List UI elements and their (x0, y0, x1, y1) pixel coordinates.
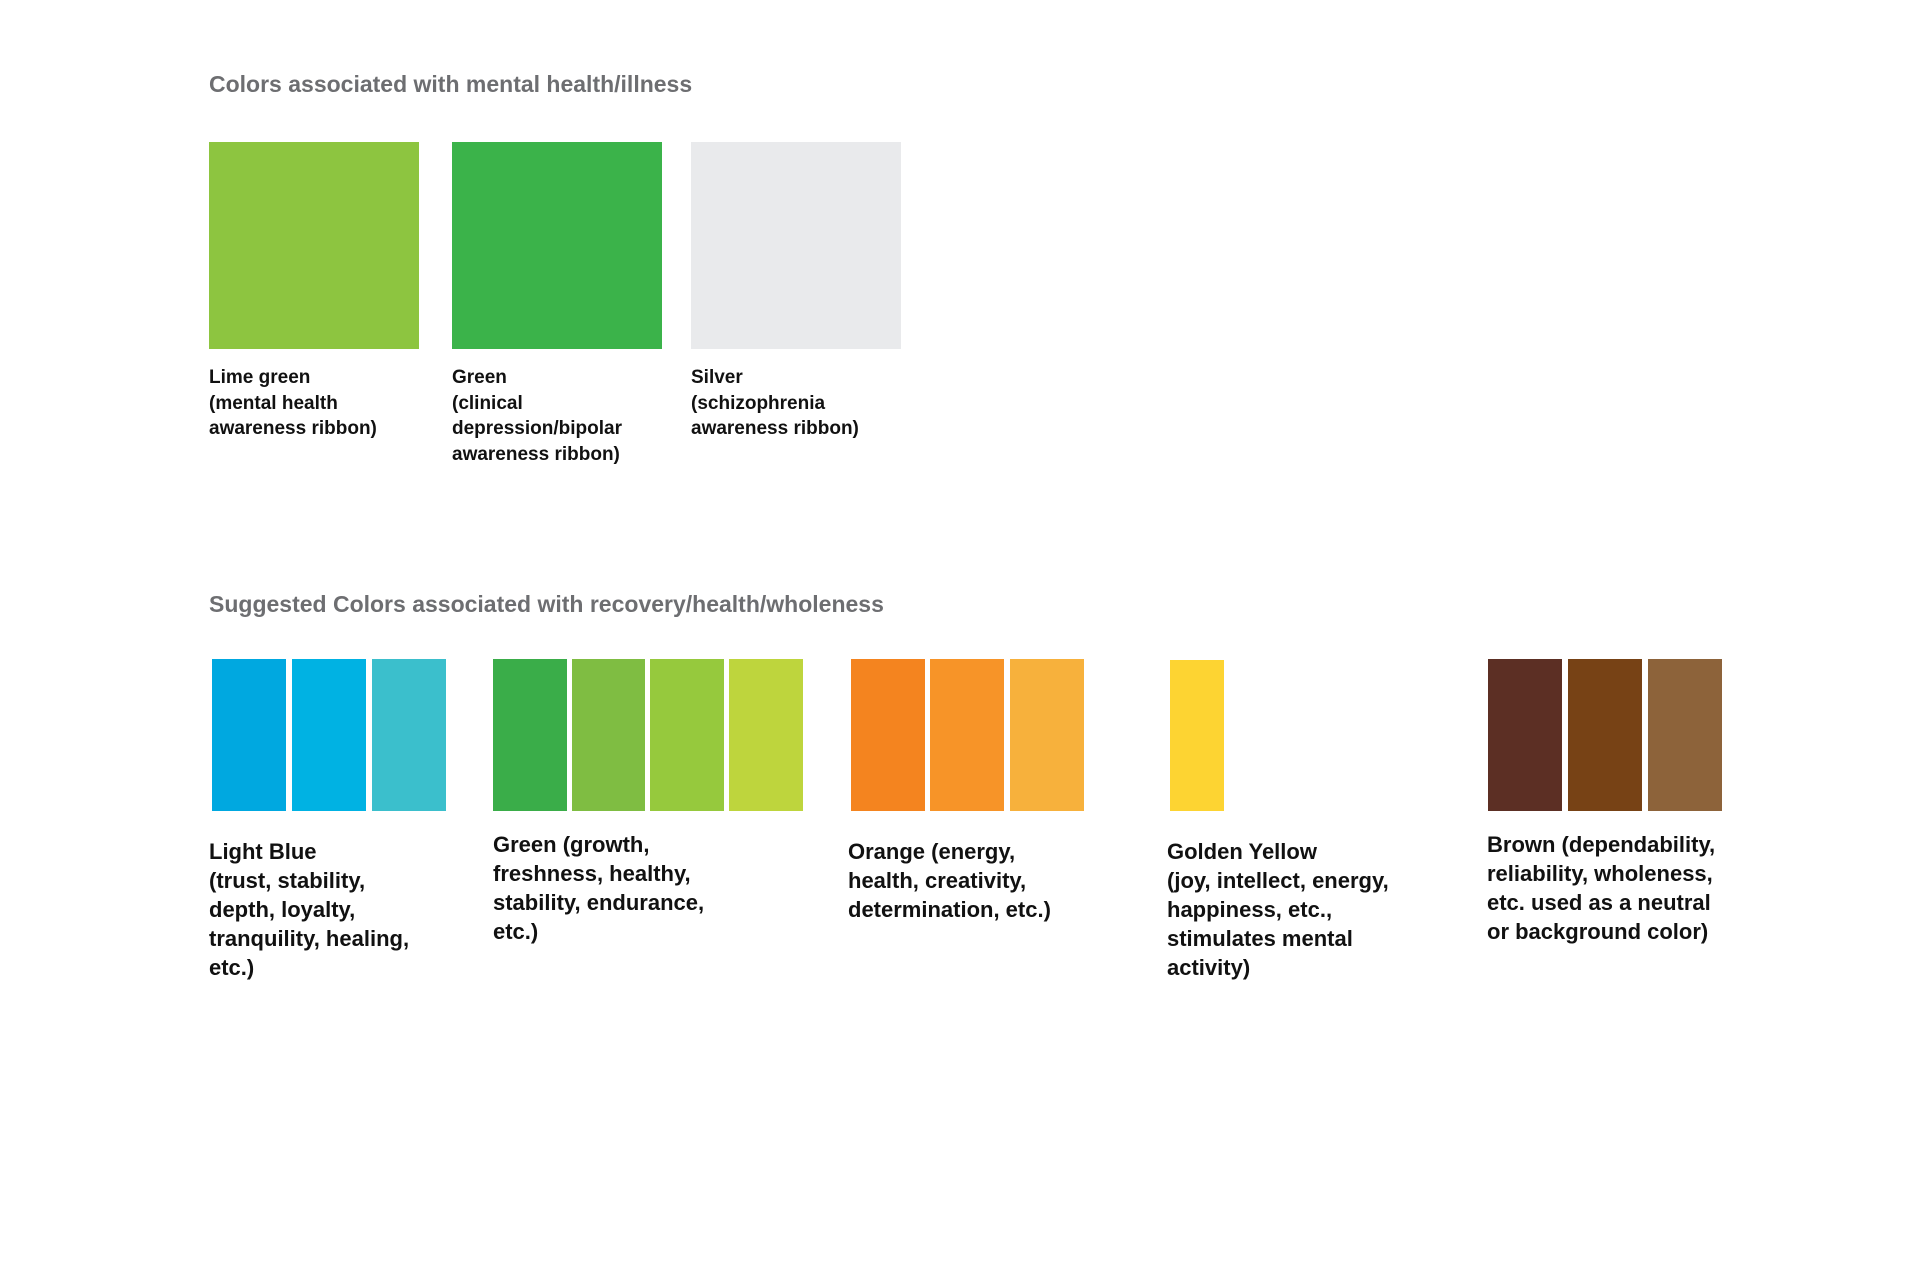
swatch-growth-green-3 (650, 659, 724, 811)
caption-line: or background color) (1487, 919, 1709, 944)
swatch-light-blue-3 (372, 659, 446, 811)
caption-brown: Brown (dependability, reliability, whole… (1487, 830, 1715, 946)
caption-line: Green (452, 367, 507, 388)
caption-line: Brown (dependability, (1487, 832, 1716, 857)
swatch-brown-3 (1648, 659, 1722, 811)
caption-line: stability, endurance, (493, 890, 705, 915)
caption-line: awareness ribbon) (209, 418, 377, 439)
swatch-growth-green-1 (493, 659, 567, 811)
caption-line: determination, etc.) (848, 897, 1051, 922)
swatch-green (452, 142, 662, 349)
caption-line: depth, loyalty, (209, 897, 356, 922)
caption-line: freshness, healthy, (493, 861, 691, 886)
caption-line: etc. used as a neutral (1487, 890, 1711, 915)
swatch-orange-1 (851, 659, 925, 811)
swatch-light-blue-1 (212, 659, 286, 811)
caption-line: activity) (1167, 955, 1251, 980)
caption-line: Lime green (209, 367, 311, 388)
swatch-light-blue-2 (292, 659, 366, 811)
swatch-brown-1 (1488, 659, 1562, 811)
caption-line: Silver (691, 367, 743, 388)
caption-green: Green (clinical depression/bipolar aware… (452, 365, 622, 467)
caption-line: depression/bipolar (452, 418, 622, 439)
caption-silver: Silver (schizophrenia awareness ribbon) (691, 365, 859, 442)
swatch-lime-green (209, 142, 419, 349)
caption-line: Green (growth, (493, 832, 650, 857)
caption-golden-yellow: Golden Yellow (joy, intellect, energy, h… (1167, 837, 1389, 982)
caption-line: (clinical (452, 392, 523, 414)
caption-line: etc.) (209, 955, 255, 980)
caption-line: Golden Yellow (1167, 839, 1317, 864)
section-heading-recovery: Suggested Colors associated with recover… (209, 591, 884, 617)
swatch-orange-2 (930, 659, 1004, 811)
swatch-golden-yellow (1170, 660, 1224, 811)
caption-line: awareness ribbon) (452, 443, 620, 465)
caption-line: (trust, stability, (209, 868, 366, 893)
caption-line: awareness ribbon) (691, 418, 859, 439)
swatch-growth-green-2 (572, 659, 645, 811)
swatch-brown-2 (1568, 659, 1642, 811)
swatch-orange-3 (1010, 659, 1084, 811)
caption-line: (joy, intellect, energy, (1167, 868, 1389, 893)
caption-orange: Orange (energy, health, creativity, dete… (848, 837, 1051, 924)
caption-line: (schizophrenia (691, 392, 826, 414)
swatch-silver (691, 142, 901, 349)
caption-line: Orange (energy, (848, 839, 1016, 864)
swatch-growth-green-4 (729, 659, 803, 811)
section-heading-mental-health: Colors associated with mental health/ill… (209, 71, 693, 97)
caption-line: etc.) (493, 919, 539, 944)
caption-line: stimulates mental (1167, 926, 1353, 951)
caption-line: tranquility, healing, (209, 926, 410, 951)
caption-growth-green: Green (growth, freshness, healthy, stabi… (493, 830, 704, 946)
caption-lime-green: Lime green (mental health awareness ribb… (209, 365, 377, 442)
caption-line: (mental health (209, 392, 338, 414)
caption-light-blue: Light Blue (trust, stability, depth, loy… (209, 837, 409, 982)
caption-line: health, creativity, (848, 868, 1027, 893)
caption-line: Light Blue (209, 839, 317, 864)
caption-line: happiness, etc., (1167, 897, 1333, 922)
caption-line: reliability, wholeness, (1487, 861, 1713, 886)
